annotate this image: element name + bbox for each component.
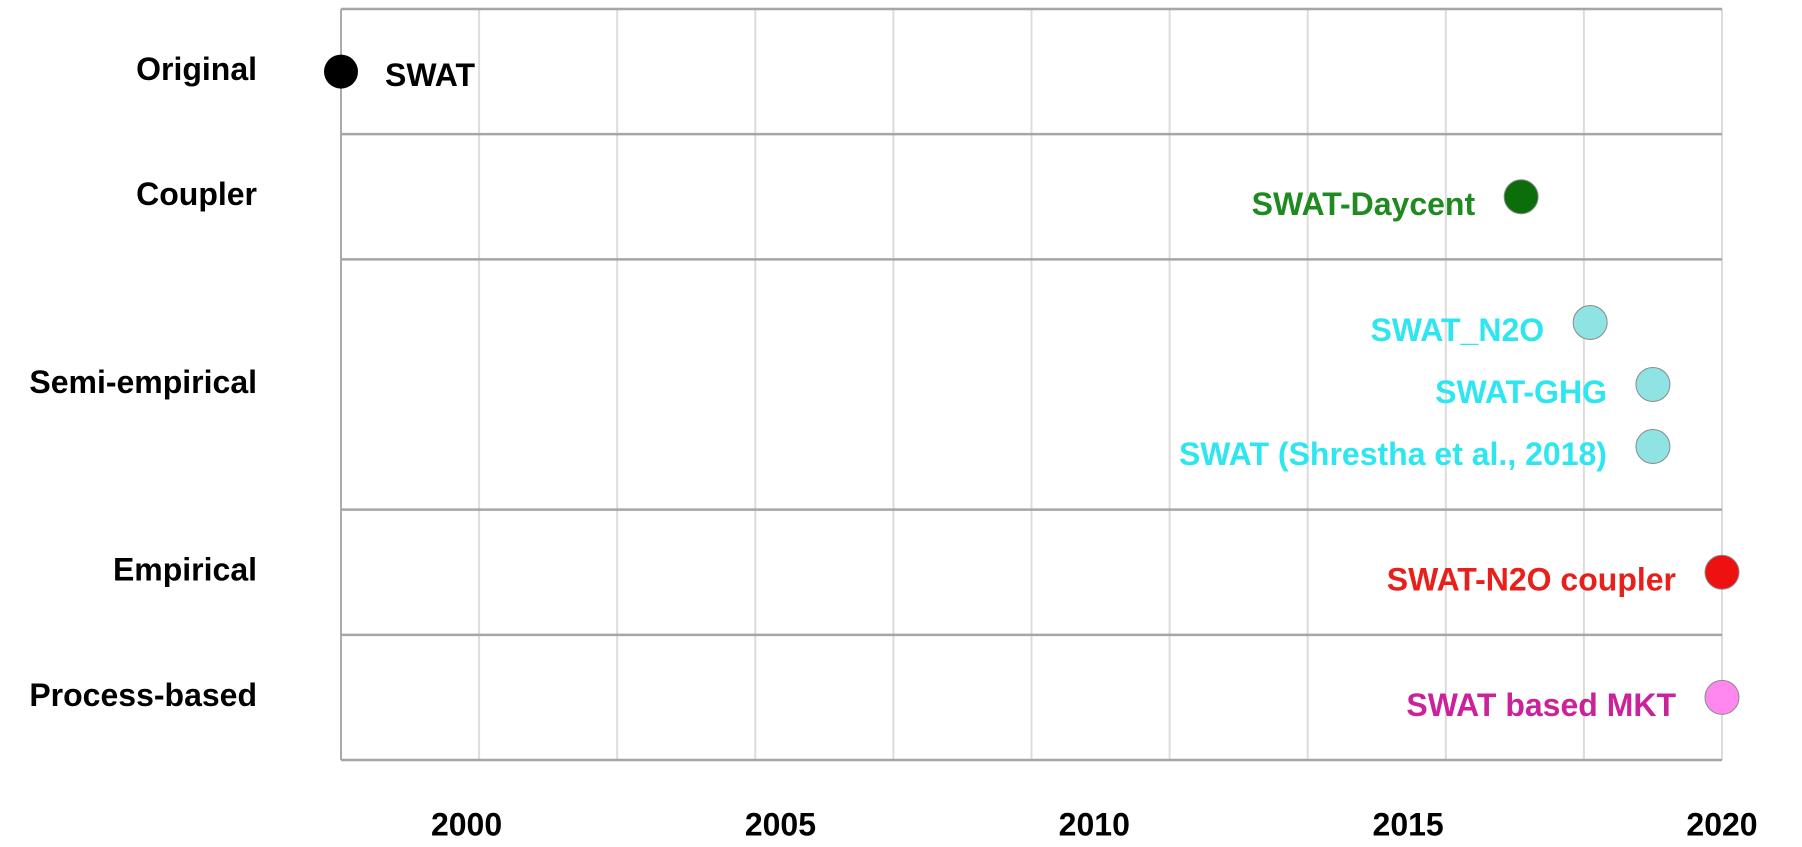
row-label: Process-based [29,677,257,713]
milestone-point [324,54,358,89]
milestone-point [1572,305,1608,340]
milestone-point [1704,679,1740,715]
milestone-point [1704,554,1740,590]
milestone-label: SWAT_N2O [1371,312,1545,348]
milestone-label: SWAT-N2O coupler [1387,562,1676,598]
milestone-point [1635,429,1671,464]
x-tick-label: 2010 [1059,806,1130,842]
x-tick-label: 2020 [1686,806,1757,842]
milestone-point [1635,367,1671,402]
x-tick-label: 2005 [745,806,816,842]
milestone-label: SWAT-Daycent [1252,186,1476,222]
row-label: Empirical [113,552,257,588]
row-label: Semi-empirical [29,364,257,400]
x-tick-label: 2000 [431,806,502,842]
milestone-label: SWAT [385,57,476,93]
milestone-label: SWAT based MKT [1406,687,1676,723]
milestone-label: SWAT (Shrestha et al., 2018) [1179,436,1607,472]
row-label: Original [136,51,257,87]
x-tick-label: 2015 [1373,806,1444,842]
milestone-label: SWAT-GHG [1435,374,1607,410]
row-label: Coupler [136,176,257,212]
milestone-point [1503,179,1539,215]
